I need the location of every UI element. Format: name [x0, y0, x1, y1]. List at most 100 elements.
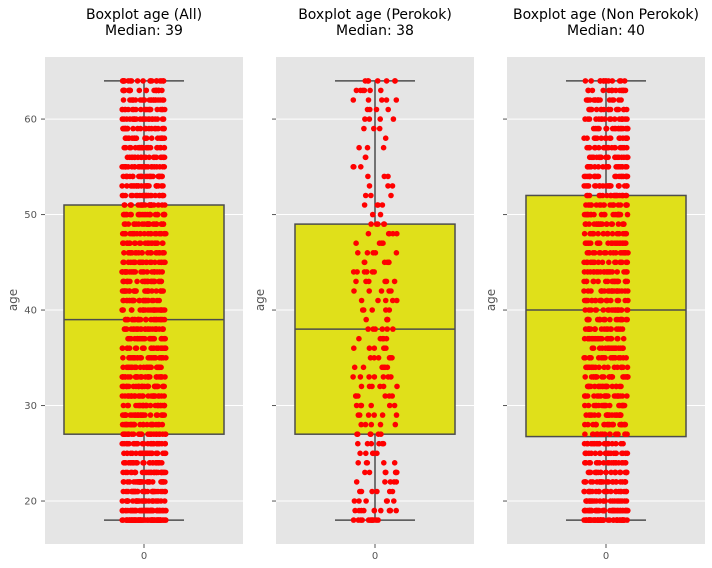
strip-point — [159, 125, 166, 132]
strip-point — [139, 192, 146, 199]
strip-point — [617, 469, 623, 476]
strip-point — [624, 307, 631, 313]
strip-point — [595, 507, 602, 514]
strip-point — [142, 469, 148, 476]
strip-point — [615, 278, 622, 285]
strip-point — [389, 297, 396, 304]
strip-point — [365, 173, 371, 180]
strip-point — [617, 355, 624, 361]
strip-point — [595, 125, 601, 132]
strip-point — [149, 116, 155, 122]
strip-point — [373, 106, 380, 113]
strip-point — [159, 507, 166, 514]
strip-point — [123, 173, 129, 180]
strip-point — [139, 202, 146, 208]
strip-point — [153, 326, 160, 332]
strip-point — [371, 507, 378, 514]
strip-point — [356, 144, 362, 151]
strip-point — [600, 307, 607, 313]
strip-point — [619, 326, 626, 332]
strip-point — [621, 87, 627, 94]
strip-point — [124, 498, 131, 504]
strip-point — [148, 173, 155, 180]
strip-point — [155, 202, 162, 208]
strip-point — [591, 173, 598, 180]
strip-point — [385, 230, 392, 237]
strip-point — [125, 259, 132, 266]
strip-point — [585, 488, 592, 495]
strip-point — [359, 307, 366, 313]
strip-point — [388, 192, 394, 199]
strip-point — [606, 259, 612, 266]
strip-point — [606, 421, 612, 428]
x-tick: 0 — [372, 544, 378, 562]
strip-point — [141, 460, 147, 466]
strip-point — [127, 78, 133, 84]
strip-point — [605, 106, 612, 113]
strip-point — [367, 431, 374, 438]
strip-point — [390, 230, 396, 237]
strip-point — [386, 307, 393, 313]
strip-point — [141, 230, 148, 237]
strip-point — [390, 326, 396, 332]
strip-point — [145, 355, 151, 361]
strip-point — [582, 479, 589, 485]
strip-point — [361, 259, 368, 266]
subplot-perokok: Boxplot age (Perokok) Median: 38 0 age — [253, 7, 474, 562]
strip-point — [153, 412, 160, 418]
strip-point — [616, 383, 623, 390]
strip-point — [618, 259, 624, 266]
strip-point — [622, 507, 628, 514]
strip-point — [159, 240, 166, 246]
strip-point — [154, 211, 161, 218]
strip-point — [589, 230, 595, 237]
strip-point — [353, 87, 360, 94]
strip-point — [161, 250, 167, 256]
strip-point — [162, 431, 168, 438]
strip-point — [380, 383, 387, 390]
strip-point — [612, 173, 618, 180]
strip-point — [604, 450, 611, 457]
strip-point — [616, 173, 622, 180]
strip-point — [145, 297, 151, 304]
strip-point — [380, 440, 387, 447]
strip-point — [138, 154, 145, 161]
strip-point — [121, 460, 127, 466]
strip-point — [355, 250, 361, 256]
strip-point — [353, 402, 360, 409]
strip-point — [351, 288, 357, 294]
strip-point — [393, 412, 400, 418]
strip-point — [623, 269, 629, 275]
strip-point — [368, 440, 375, 447]
strip-point — [624, 125, 631, 132]
strip-point — [591, 393, 597, 399]
strip-point — [360, 364, 367, 371]
strip-point — [625, 154, 631, 161]
strip-point — [382, 393, 389, 399]
strip-point — [595, 402, 602, 409]
strip-point — [624, 183, 630, 189]
strip-point — [130, 297, 136, 304]
strip-point — [591, 440, 597, 447]
strip-point — [119, 307, 125, 313]
strip-point — [613, 316, 620, 323]
strip-point — [586, 144, 593, 151]
strip-point — [604, 488, 610, 495]
strip-point — [603, 469, 609, 476]
strip-point — [366, 116, 373, 122]
strip-point — [365, 412, 372, 418]
strip-point — [121, 450, 127, 457]
strip-point — [620, 135, 626, 141]
strip-point — [368, 192, 374, 199]
strip-point — [588, 288, 594, 294]
strip-point — [604, 144, 611, 151]
strip-point — [147, 326, 153, 332]
strip-point — [135, 316, 141, 323]
strip-point — [120, 211, 127, 218]
strip-point — [383, 498, 390, 504]
strip-point — [123, 326, 130, 332]
strip-point — [618, 97, 624, 103]
strip-point — [618, 488, 624, 495]
strip-point — [140, 421, 146, 428]
strip-point — [593, 469, 600, 476]
